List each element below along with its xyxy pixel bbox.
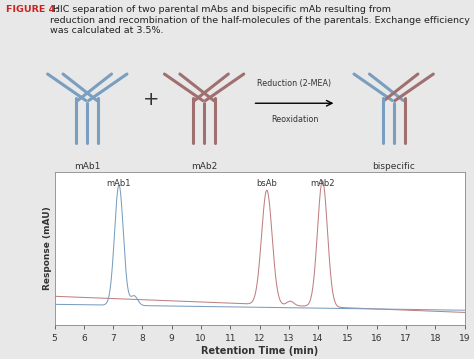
Text: mAb1: mAb1 — [107, 179, 131, 188]
Text: mAb2: mAb2 — [191, 162, 217, 171]
Text: Reoxidation: Reoxidation — [271, 115, 318, 124]
X-axis label: Retention Time (min): Retention Time (min) — [201, 346, 318, 356]
Text: mAb1: mAb1 — [74, 162, 100, 171]
Text: HIC separation of two parental mAbs and bispecific mAb resulting from
reduction : HIC separation of two parental mAbs and … — [50, 5, 470, 35]
Text: bsAb: bsAb — [256, 179, 277, 188]
Text: FIGURE 4:: FIGURE 4: — [6, 5, 59, 14]
Text: +: + — [143, 90, 159, 109]
Text: Reduction (2-MEA): Reduction (2-MEA) — [257, 79, 331, 88]
Text: mAb2: mAb2 — [310, 179, 335, 188]
Text: bispecific: bispecific — [372, 162, 415, 171]
Y-axis label: Response (mAU): Response (mAU) — [43, 207, 52, 290]
